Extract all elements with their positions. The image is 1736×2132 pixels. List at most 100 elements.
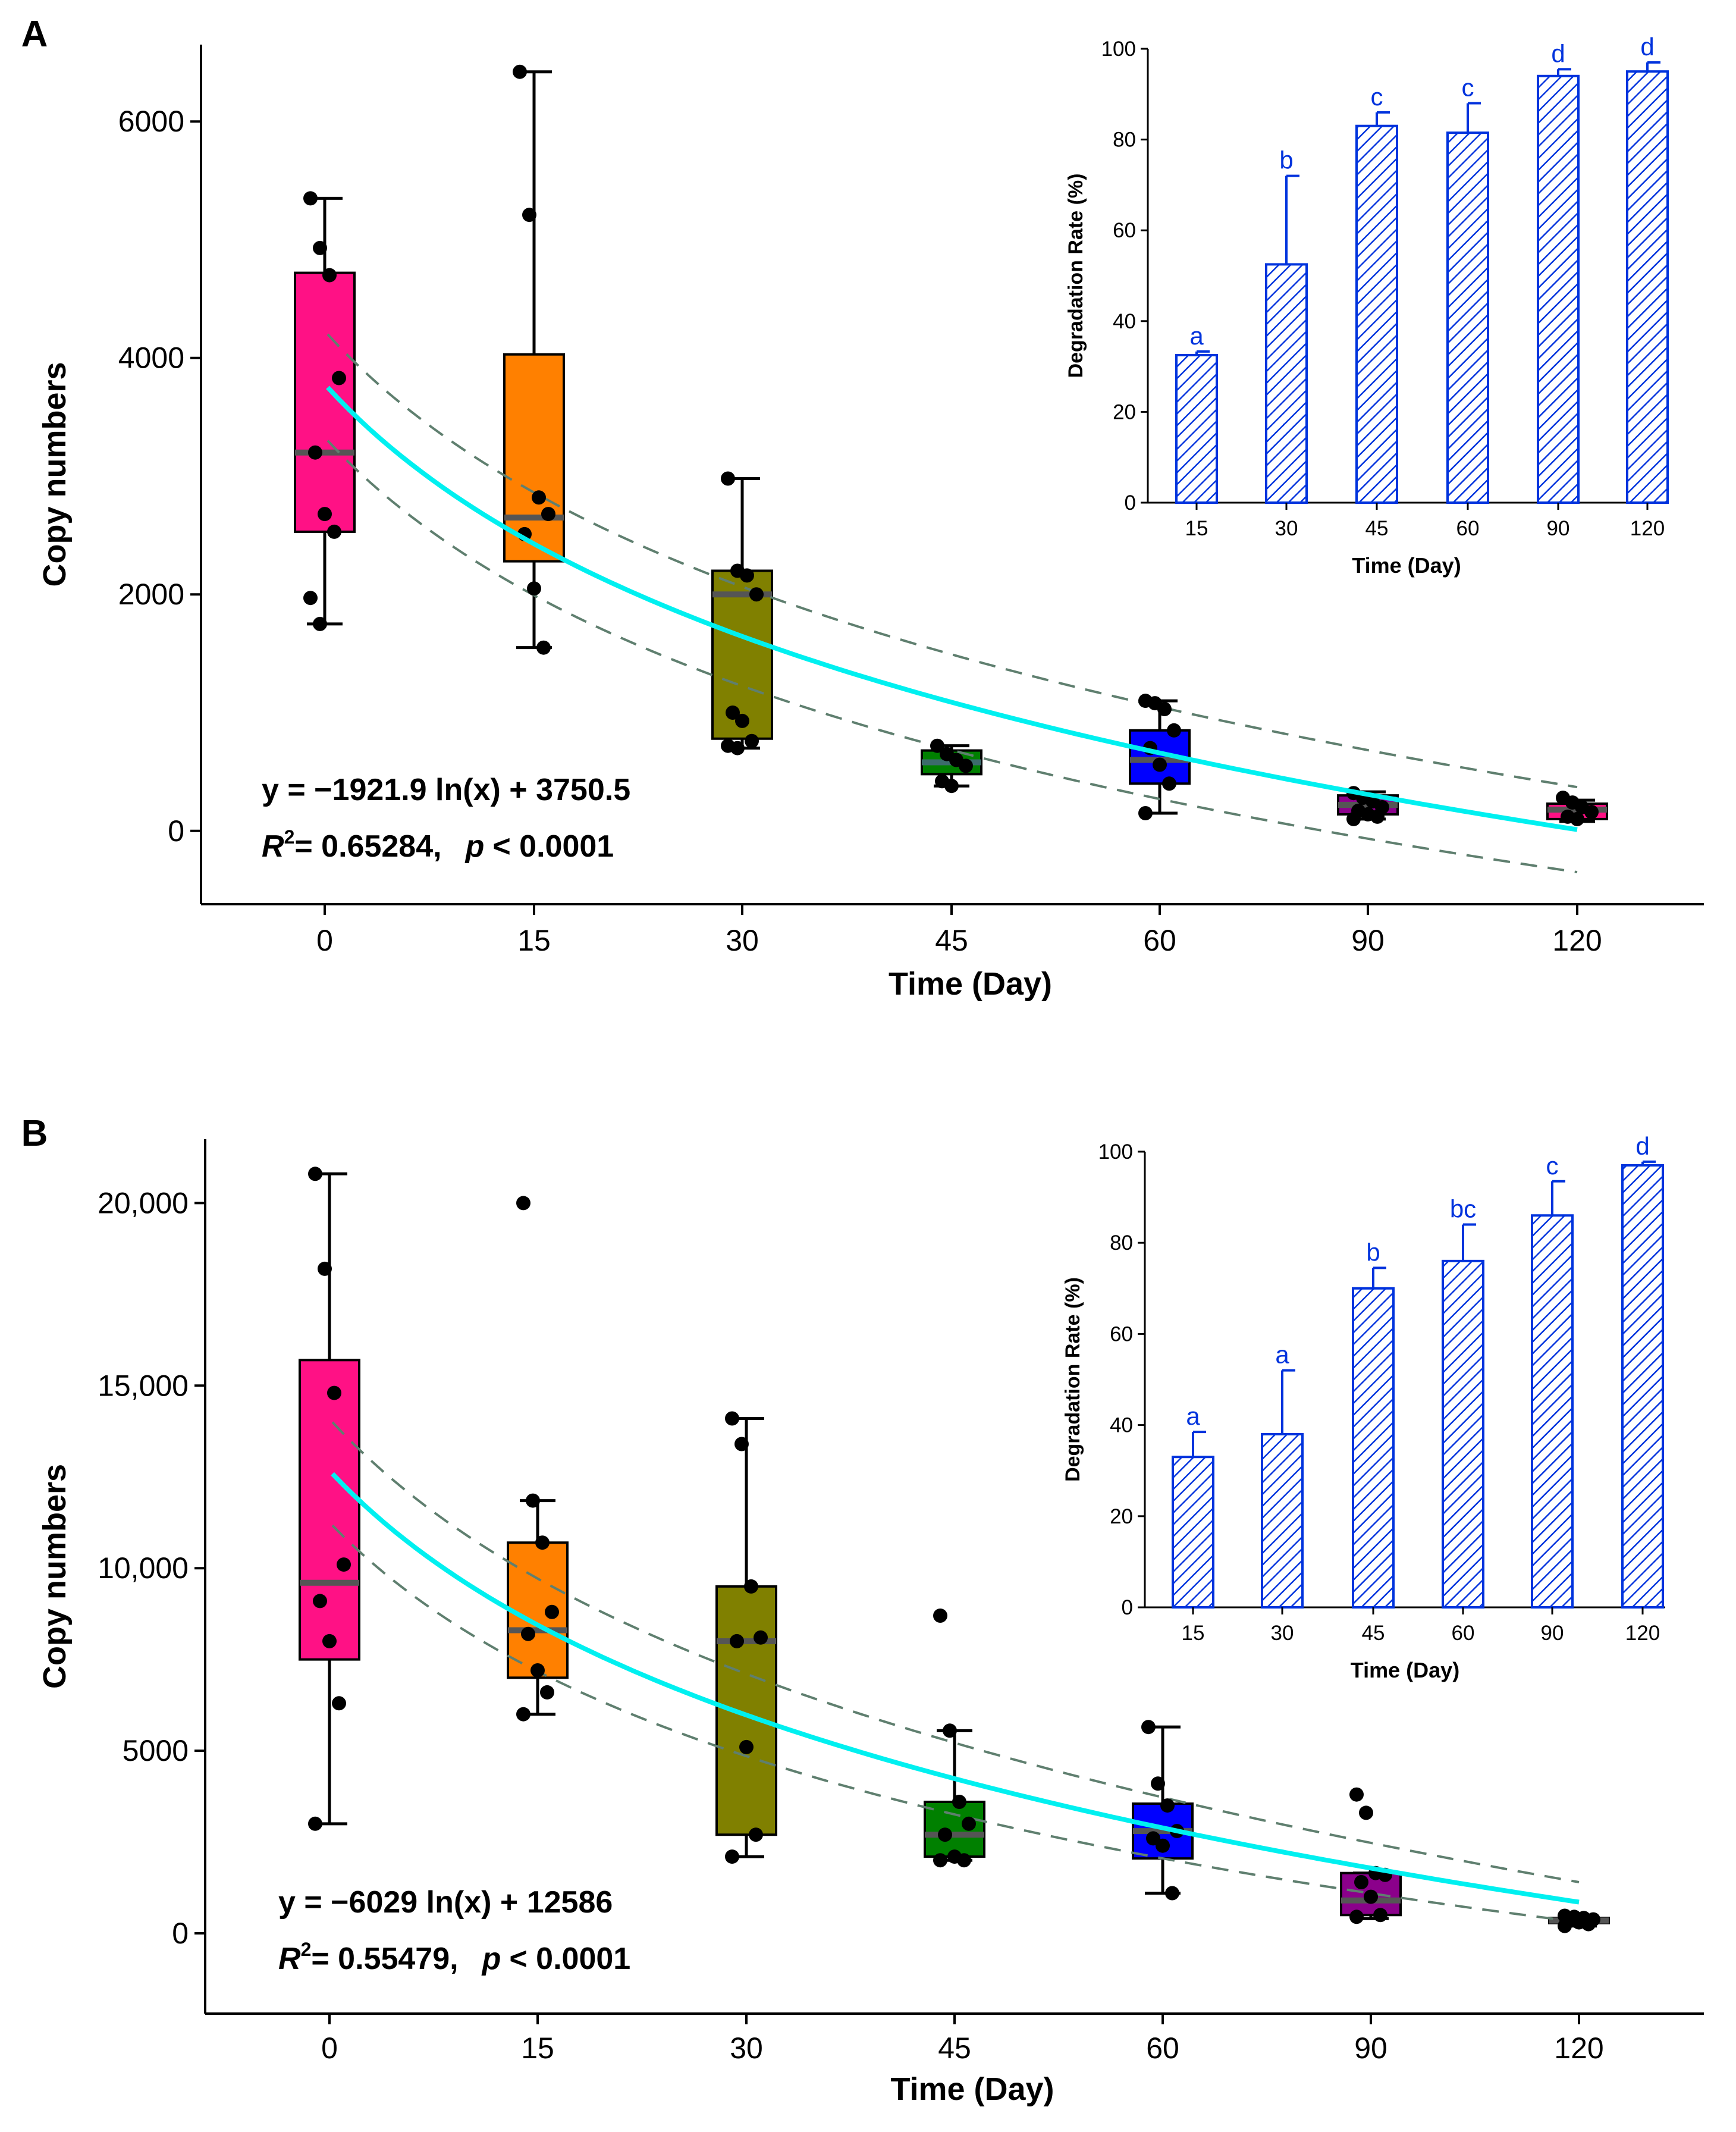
x-tick-label: 15: [517, 924, 551, 957]
data-point: [739, 1739, 754, 1754]
data-point: [749, 1827, 763, 1842]
confidence-band-upper: [331, 1421, 1580, 1883]
inset-significance-letter: d: [1551, 39, 1565, 67]
box-body: [503, 353, 565, 563]
data-point: [313, 240, 327, 255]
y-tick-label: 0: [172, 1917, 189, 1950]
r-symbol: R: [262, 829, 284, 864]
p-symbol: p: [464, 829, 485, 864]
data-point: [943, 1723, 957, 1738]
data-point: [318, 1261, 332, 1276]
inset-significance-letter: d: [1640, 33, 1654, 61]
x-axis-title: Time (Day): [889, 966, 1052, 1002]
data-point: [1346, 811, 1361, 826]
inset-y-tick-label: 0: [1122, 1596, 1133, 1619]
panel-b: B 0 5000 10,000 15,000 20,000 0 15 30 45 60 90 120 Ti…: [21, 1113, 1704, 2107]
y-tick-label: 2000: [118, 578, 184, 611]
inset-x-tick-label: 15: [1182, 1622, 1205, 1645]
p-symbol: p: [481, 1942, 501, 1976]
data-point: [526, 1493, 540, 1508]
inset-bar: [1172, 1456, 1214, 1609]
data-point: [1157, 702, 1172, 716]
inset-bar: [1352, 1287, 1395, 1609]
y-tick-label: 6000: [118, 105, 184, 138]
inset-bar-chart: 0 20 40 60 80 100 a 15 b 30 c 45 c 60 d 90 d 120 Time (Day…: [1065, 33, 1669, 578]
inset-bar: [1537, 74, 1580, 504]
box-30: [715, 1417, 777, 1858]
data-point: [522, 208, 536, 222]
data-point: [1558, 1918, 1572, 1933]
y-tick-label: 4000: [118, 341, 184, 375]
fit-curve: [326, 385, 1578, 832]
inset-x-tick-label: 30: [1271, 1622, 1294, 1645]
data-point: [962, 1816, 976, 1831]
panel-label: A: [21, 14, 48, 55]
data-point: [516, 1196, 530, 1211]
inset-y-tick-label: 60: [1113, 219, 1136, 242]
equation-text: y = −6029 ln(x) + 12586: [278, 1885, 613, 1920]
inset-bar: [1531, 1214, 1574, 1609]
inset-y-axis-title: Degradation Rate (%): [1062, 1277, 1084, 1482]
inset-significance-letter: bc: [1450, 1195, 1476, 1223]
data-point: [1162, 776, 1176, 791]
equation-text: y = −1921.9 ln(x) + 3750.5: [262, 773, 630, 807]
r-value: = 0.65284,: [294, 829, 441, 864]
box-30: [711, 476, 773, 750]
inset-significance-letter: a: [1275, 1341, 1289, 1369]
data-point: [532, 490, 546, 505]
inset-bar-chart: 0 20 40 60 80 100 a 15 a 30 b 45 bc 60 c 90 d 120 Time (Da…: [1062, 1132, 1665, 1682]
data-point: [1584, 805, 1599, 819]
p-value: < 0.0001: [492, 829, 614, 864]
y-tick-label: 10,000: [98, 1551, 189, 1585]
inset-bar: [1446, 131, 1489, 504]
data-point: [332, 371, 346, 385]
data-point: [303, 591, 318, 606]
inset-significance-letter: b: [1279, 146, 1293, 174]
inset-x-axis-title: Time (Day): [1352, 553, 1461, 578]
inset-y-tick-label: 40: [1110, 1414, 1133, 1437]
data-point: [1156, 1838, 1170, 1853]
inset-significance-letter: b: [1366, 1238, 1380, 1266]
data-point: [337, 1557, 351, 1572]
inset-bar: [1355, 124, 1398, 504]
data-point: [332, 1696, 346, 1711]
data-point: [933, 1609, 947, 1623]
data-point: [1570, 811, 1584, 826]
confidence-band-lower: [327, 440, 1578, 874]
data-point: [1349, 1910, 1364, 1924]
inset-x-axis-title: Time (Day): [1351, 1658, 1459, 1682]
inset-y-tick-label: 80: [1113, 128, 1136, 152]
data-point: [1359, 1805, 1373, 1820]
x-tick-label: 120: [1552, 924, 1602, 957]
data-point: [308, 1816, 322, 1831]
box-45: [924, 1729, 985, 1862]
inset-x-tick-label: 45: [1362, 1622, 1385, 1645]
box-0: [294, 196, 356, 626]
data-point: [535, 1535, 550, 1550]
x-tick-label: 0: [321, 2031, 338, 2065]
data-point: [959, 758, 973, 773]
data-point: [540, 1685, 554, 1700]
data-point: [303, 191, 318, 206]
inset-bar: [1621, 1164, 1664, 1609]
data-point: [745, 733, 759, 748]
x-tick-label: 120: [1554, 2031, 1603, 2065]
fit-annotation: y = −1921.9 ln(x) + 3750.5 R2= 0.65284, p <…: [262, 773, 630, 864]
data-point: [1165, 1886, 1179, 1901]
data-point: [1370, 809, 1385, 824]
data-point: [327, 524, 341, 539]
data-point: [730, 1634, 744, 1648]
data-point: [1160, 1798, 1175, 1813]
panel-a: A 0 2000 4000 6000 0 15 30 45 60 90 120 Time (Day) Co…: [21, 14, 1704, 1002]
data-point: [541, 507, 555, 522]
x-axis-title: Time (Day): [890, 2071, 1054, 2107]
inset-y-tick-label: 100: [1098, 1140, 1133, 1164]
inset-x-tick-label: 90: [1541, 1622, 1564, 1645]
data-point: [749, 587, 764, 602]
data-point: [938, 1827, 952, 1842]
r-squared-text: R2= 0.55479, p < 0.0001: [278, 1939, 630, 1976]
box-15: [503, 70, 565, 650]
y-tick-label: 20,000: [98, 1186, 189, 1219]
inset-x-tick-label: 30: [1275, 517, 1298, 540]
x-tick-label: 15: [521, 2031, 554, 2065]
